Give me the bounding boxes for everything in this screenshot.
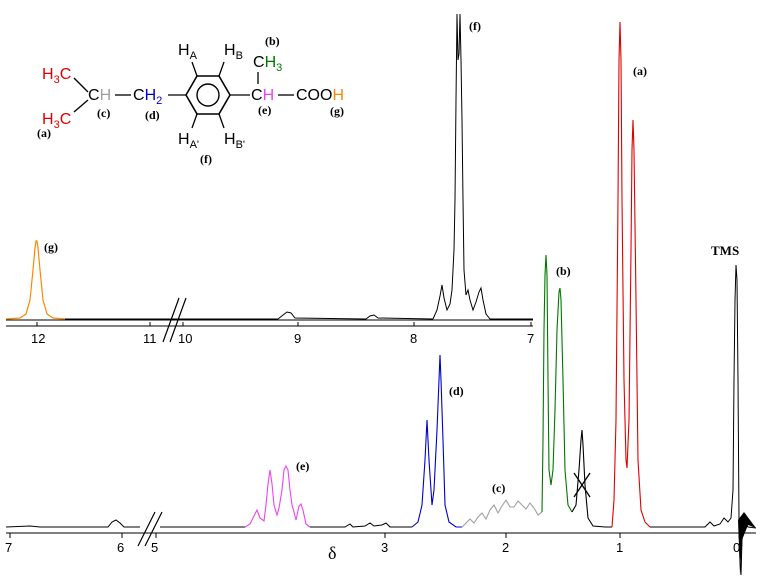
- h-a: HA: [178, 42, 198, 62]
- peak-label-f: (f): [469, 19, 481, 33]
- ch3: CH3: [253, 54, 282, 74]
- struct-label-c: (c): [97, 106, 110, 120]
- ch-c: CH: [88, 87, 111, 104]
- h-b-prime: HB': [224, 131, 245, 151]
- lower-spectrum: 7 6 5 3 2 1 0 δ: [5, 21, 757, 576]
- struct-label-a: (a): [37, 126, 51, 140]
- upper-tick-7: 7: [527, 331, 534, 346]
- lower-axis-break: [137, 511, 163, 547]
- peak-label-d: (d): [449, 384, 464, 398]
- peak-c: [461, 498, 543, 528]
- struct-label-b: (b): [265, 34, 280, 48]
- peak-g: [5, 240, 66, 320]
- upper-tick-12: 12: [31, 331, 45, 346]
- peak-label-a: (a): [633, 64, 647, 78]
- ch2: CH2: [133, 87, 162, 107]
- peak-label-e: (e): [296, 459, 309, 473]
- cross-mark: [573, 472, 591, 498]
- upper-tick-10: 10: [178, 331, 192, 346]
- peak-b: [541, 254, 573, 513]
- upper-spectrum: 12 11 10 9 8 7: [5, 13, 534, 346]
- upper-tick-11: 11: [143, 331, 157, 346]
- impurity-peak: [571, 429, 612, 528]
- struct-label-d: (d): [145, 108, 160, 122]
- cooh: COOH: [296, 87, 344, 104]
- x-axis-label: δ: [328, 543, 336, 563]
- lower-tick-0: 0: [733, 540, 740, 555]
- h3c-top: H3C: [42, 66, 71, 86]
- molecule-structure: H3C H3C CH CH2 HA HB HA' HB' CH3 CH: [42, 42, 344, 151]
- lower-tick-7: 7: [5, 540, 12, 555]
- peak-f: [432, 13, 533, 320]
- peak-label-g: (g): [44, 240, 58, 254]
- lower-tick-1: 1: [616, 540, 623, 555]
- upper-axis-break: [162, 297, 187, 343]
- struct-label-f: (f): [200, 152, 212, 166]
- tms-foot: [738, 512, 756, 575]
- peak-e: [244, 464, 311, 528]
- struct-label-e: (e): [258, 103, 271, 117]
- peak-a: [611, 21, 651, 528]
- peak-label-c: (c): [492, 481, 505, 495]
- upper-tick-8: 8: [410, 331, 417, 346]
- h-a-prime: HA': [178, 131, 199, 151]
- lower-tick-3: 3: [381, 540, 388, 555]
- struct-label-g: (g): [330, 104, 344, 118]
- lower-tick-5: 5: [151, 540, 158, 555]
- lower-tick-6: 6: [117, 540, 124, 555]
- h3c-bottom: H3C: [42, 111, 71, 131]
- peak-label-b: (b): [556, 264, 571, 278]
- h-b: HB: [224, 42, 243, 62]
- upper-tick-9: 9: [294, 331, 301, 346]
- peak-d: [411, 354, 462, 528]
- lower-tick-2: 2: [502, 540, 509, 555]
- peak-label-tms: TMS: [711, 243, 739, 258]
- ch-e: CH: [251, 87, 274, 104]
